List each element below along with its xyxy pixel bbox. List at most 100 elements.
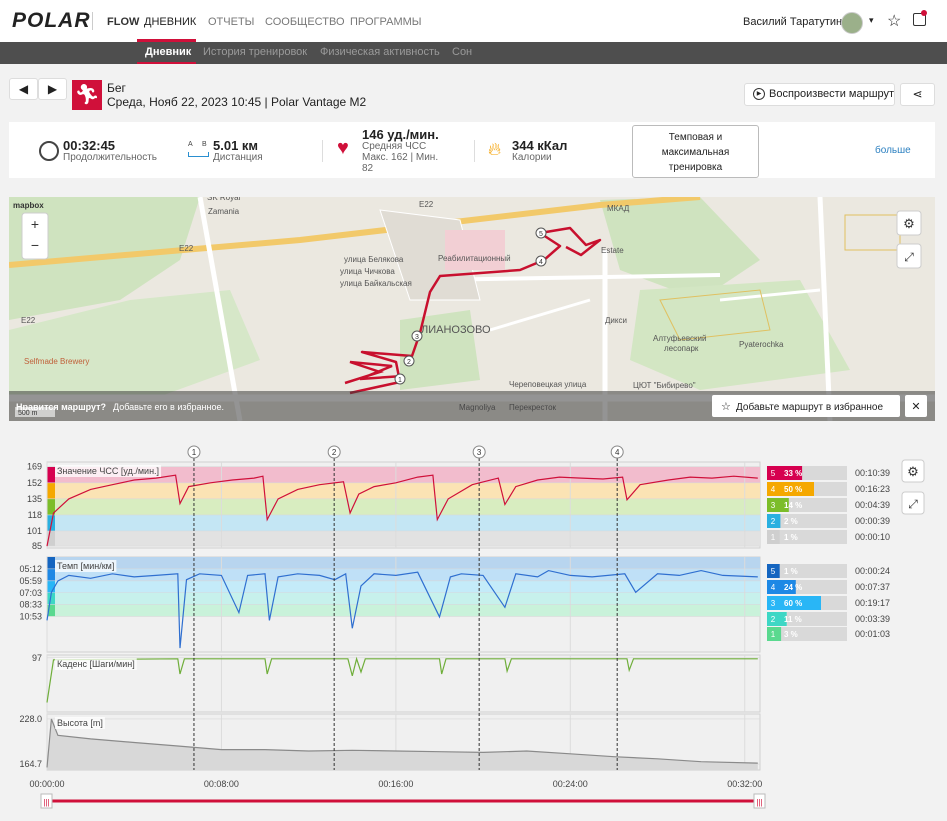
y-tick-label: 10:53 [19,611,42,621]
x-tick-label: 00:08:00 [204,779,239,789]
route-marker [535,255,547,267]
zone-name: 5 [771,469,776,478]
zone-row-background [767,530,847,544]
plot-background [46,713,761,771]
y-tick-label: 85 [32,541,42,551]
zone-time: 00:04:39 [855,500,890,510]
nav-item[interactable]: ПРОГРАММЫ [350,16,422,28]
favorite-star: ☆ [721,401,731,413]
zone-bar [779,498,789,512]
prev-button[interactable]: ◀ [9,78,38,100]
avatar[interactable] [841,12,863,34]
benefit-line: тренировка [668,162,723,173]
range-handle-end[interactable] [753,793,766,809]
zone-strip [47,482,55,499]
favorite-button[interactable] [712,395,900,417]
map-settings-button[interactable] [896,210,922,236]
zone-name: 1 [771,533,776,542]
nav-item[interactable]: СООБЩЕСТВО [265,16,345,28]
zone-strip [47,592,55,605]
play-route-button[interactable]: Воспроизвести маршрут [744,83,895,106]
zone-time: 00:00:24 [855,566,890,576]
benefit-line: Темповая и [668,132,723,143]
share-button[interactable]: ⋖ [900,83,935,106]
road [429,273,721,282]
zone-swatch [767,596,779,610]
sub-nav-item[interactable]: История тренировок [203,46,308,58]
stopwatch-icon [39,141,59,161]
map-label: улица Белякова [344,255,404,264]
chart-expand-button[interactable] [901,491,925,515]
favorites-icon[interactable]: ☆ [887,13,902,30]
zoom-in[interactable]: + [31,216,39,232]
panel-title-background [55,560,117,572]
active-underline [137,39,196,42]
benefit-line: максимальная [661,147,730,158]
zone-band [47,482,760,499]
zone-strip [47,557,55,569]
y-tick-label: 135 [27,494,42,504]
zone-bar [779,466,803,480]
sub-nav-item[interactable]: Сон [452,46,473,58]
attribution: mapbox [13,201,44,210]
close-overlay-button[interactable] [905,395,927,417]
zone-name: 3 [771,599,776,608]
zone-percent: 11 % [784,615,802,624]
zone-band [47,580,760,593]
park [600,197,760,300]
zone-row-background [767,596,847,610]
zone-time: 00:19:17 [855,598,890,608]
zone-bar [779,612,787,626]
expand-icon: ⤢ [907,497,918,511]
y-tick-label: 07:03 [19,588,42,598]
logo[interactable]: POLAR [12,9,91,32]
more-link[interactable]: больше [875,145,911,156]
x-tick-label: 00:16:00 [378,779,413,789]
training-benefit[interactable]: Темповая и максимальная тренировка [632,125,759,178]
zone-swatch [767,530,779,544]
park [630,280,850,390]
user-name[interactable]: Василий Таратутин [743,16,843,28]
zone-percent: 50 % [784,485,802,494]
panel-title-background [55,717,105,729]
notifications-icon[interactable] [913,13,926,26]
expand-icon: ⤢ [903,250,914,264]
zone-strip [47,514,55,531]
map-label: Дикси [605,316,627,325]
panel-title-background [55,658,137,670]
zone-swatch [767,612,779,626]
zone-swatch [767,564,779,578]
zone-name: 4 [771,485,776,494]
distance-icon-b: B [202,141,207,148]
chart-settings-button[interactable] [901,459,925,483]
y-tick-label: 228.0 [19,714,42,724]
zone-time: 00:07:37 [855,582,890,592]
nav-item[interactable]: ОТЧЕТЫ [208,16,255,28]
lap-label: 1 [192,448,197,457]
map-label: ЛИАНОЗОВО [421,324,491,336]
sport-icon: 🏃︎ [72,80,102,110]
sub-nav-item[interactable]: Дневник [145,46,192,58]
map-expand-button[interactable] [896,243,922,269]
zoom-out[interactable]: − [31,237,39,253]
session-datetime: Среда, Нояб 22, 2023 10:45 | Polar Vanta… [107,95,367,109]
y-tick-label: 152 [27,478,42,488]
map-label: Estate [601,246,624,255]
next-button[interactable]: ▶ [38,78,67,100]
park [9,290,260,400]
nav-item[interactable]: ДНЕВНИК [144,16,197,28]
scale-bar [15,407,55,417]
dropdown-caret[interactable]: ▾ [869,15,874,25]
map-layer [9,197,935,421]
route-map[interactable]: SK Royal Zamania E22 E22 E22 улица Белякова ул… [9,197,935,421]
x-tick-label: 00:00:00 [29,779,64,789]
line [46,569,758,649]
sub-nav-item[interactable]: Физическая активность [320,46,440,58]
range-handle-start[interactable] [40,793,53,809]
zone-strip [47,568,55,581]
zone-bar [779,482,814,496]
plot-background [46,556,761,653]
distance-label: Дистанция [213,152,263,163]
panel-title: Значение ЧСС [уд./мин.] [57,466,159,476]
